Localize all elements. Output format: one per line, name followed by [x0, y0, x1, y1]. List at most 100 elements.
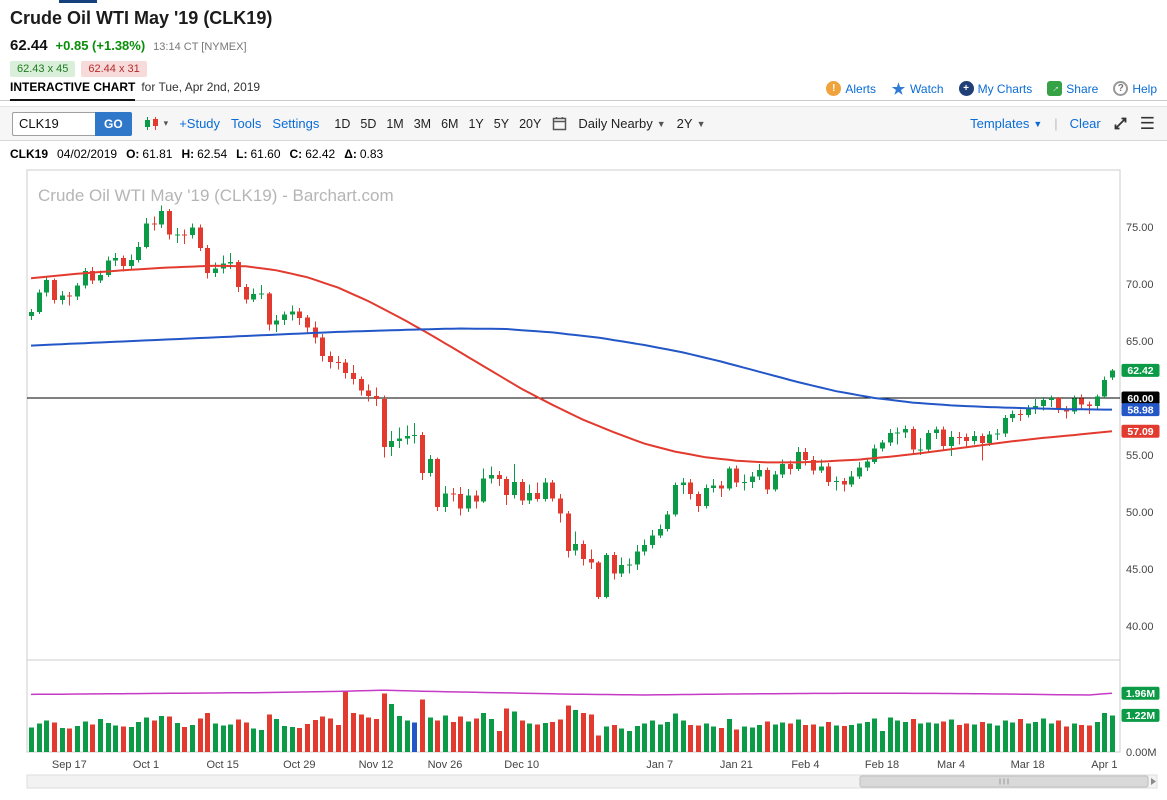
- settings-link[interactable]: Settings: [272, 116, 320, 131]
- svg-text:Jan 7: Jan 7: [646, 759, 673, 771]
- x-axis-labels: Sep 17 Oct 1 Oct 15 Oct 29 Nov 12 Nov 26 Dec 1…: [52, 759, 1118, 771]
- volume-badge-1.96M: 1.96M: [1121, 686, 1160, 700]
- range-1m[interactable]: 1M: [386, 116, 404, 131]
- low-value: 61.60: [250, 147, 281, 161]
- share-arrow-icon: →: [1047, 81, 1063, 96]
- range-5d[interactable]: 5D: [360, 116, 377, 131]
- svg-text:Feb 18: Feb 18: [865, 759, 899, 771]
- chevron-down-icon: ▾: [163, 118, 169, 128]
- svg-text:70.00: 70.00: [1126, 279, 1154, 291]
- plot-border: [26, 169, 1121, 753]
- volume-bars: [29, 690, 1115, 752]
- my-charts-label: My Charts: [977, 81, 1033, 96]
- low-label: L:: [236, 147, 248, 161]
- svg-text:Nov 12: Nov 12: [359, 759, 394, 771]
- blue-moving-average-line: [30, 327, 1112, 411]
- close-value: 62.42: [305, 147, 336, 161]
- scrollbar-right-arrow[interactable]: [1151, 778, 1156, 785]
- delta-value: 0.83: [359, 147, 384, 161]
- range-5y[interactable]: 5Y: [493, 116, 510, 131]
- alerts-label: Alerts: [845, 81, 877, 96]
- chart-watermark: Crude Oil WTI May '19 (CLK19) - Barchart…: [38, 186, 394, 205]
- symbol-input[interactable]: [12, 111, 95, 136]
- svg-text:Feb 4: Feb 4: [791, 759, 819, 771]
- frequency-label: Daily Nearby: [578, 116, 653, 131]
- svg-text:Oct 15: Oct 15: [206, 759, 238, 771]
- svg-text:Jan 21: Jan 21: [720, 759, 753, 771]
- range-20y[interactable]: 20Y: [519, 116, 542, 131]
- plus-circle-icon: +: [958, 81, 974, 96]
- bid-quote: 62.43 x 45: [10, 61, 76, 77]
- svg-text:58.98: 58.98: [1127, 404, 1153, 416]
- price-badge-57.09: 57.09: [1121, 424, 1160, 438]
- price-change: +0.85 (+1.38%): [55, 38, 146, 53]
- svg-text:60.00: 60.00: [1127, 393, 1153, 405]
- open-value: 61.81: [142, 147, 173, 161]
- range-6m[interactable]: 6M: [441, 116, 459, 131]
- expand-arrows-icon[interactable]: [1113, 116, 1128, 131]
- bid-ask-row: 62.43 x 45 62.44 x 31: [10, 61, 147, 77]
- chart-type-selector[interactable]: ▾: [143, 116, 169, 131]
- templates-label: Templates: [970, 116, 1030, 131]
- high-value: 62.54: [197, 147, 228, 161]
- help-link[interactable]: ? Help: [1113, 81, 1157, 96]
- svg-text:45.00: 45.00: [1126, 564, 1154, 576]
- chevron-down-icon: ▼: [696, 118, 706, 129]
- volume-average-line: [30, 689, 1113, 696]
- interactive-price-chart[interactable]: Crude Oil WTI May '19 (CLK19) - Barchart…: [8, 168, 1160, 792]
- svg-text:65.00: 65.00: [1126, 336, 1154, 348]
- svg-text:40.00: 40.00: [1126, 621, 1154, 633]
- chart-area: Crude Oil WTI May '19 (CLK19) - Barchart…: [8, 168, 1160, 792]
- svg-text:Oct 1: Oct 1: [133, 759, 159, 771]
- range-1d[interactable]: 1D: [334, 116, 351, 131]
- range-dropdown[interactable]: 2Y ▼: [677, 116, 706, 131]
- go-button[interactable]: GO: [95, 111, 132, 136]
- star-icon: ★: [891, 80, 906, 98]
- ohlc-date: 04/02/2019: [57, 147, 118, 161]
- range-3m[interactable]: 3M: [413, 116, 432, 131]
- frequency-dropdown[interactable]: Daily Nearby ▼: [578, 116, 665, 131]
- templates-dropdown[interactable]: Templates ▼: [970, 116, 1042, 131]
- add-study-link[interactable]: +Study: [179, 116, 221, 131]
- watch-link[interactable]: ★ Watch: [891, 80, 944, 98]
- range-1y[interactable]: 1Y: [468, 116, 484, 131]
- svg-text:1.96M: 1.96M: [1126, 688, 1155, 700]
- last-price: 62.44: [10, 37, 48, 54]
- price-badge-58.98: 58.98: [1121, 403, 1160, 416]
- section-header: INTERACTIVE CHART for Tue, Apr 2nd, 2019…: [0, 78, 1167, 101]
- section-date: for Tue, Apr 2nd, 2019: [141, 80, 261, 94]
- chart-scrollbar[interactable]: [26, 774, 1158, 789]
- svg-text:55.00: 55.00: [1126, 450, 1154, 462]
- question-circle-icon: ?: [1113, 81, 1129, 96]
- price-badge-62.42: 62.42: [1121, 363, 1160, 377]
- my-charts-link[interactable]: + My Charts: [958, 81, 1033, 96]
- svg-text:62.42: 62.42: [1127, 365, 1153, 377]
- svg-text:Sep 17: Sep 17: [52, 759, 87, 771]
- quote-row: 62.44 +0.85 (+1.38%) 13:14 CT [NYMEX]: [10, 37, 247, 54]
- quote-time: 13:14 CT [NYMEX]: [153, 41, 247, 53]
- share-link[interactable]: → Share: [1047, 81, 1098, 96]
- page-title: Crude Oil WTI May '19 (CLK19): [10, 8, 273, 28]
- range-buttons: 1D 5D 1M 3M 6M 1Y 5Y 20Y: [334, 117, 541, 131]
- svg-text:50.00: 50.00: [1126, 507, 1154, 519]
- svg-text:75.00: 75.00: [1126, 222, 1154, 234]
- price-axis-labels: 75.00 70.00 65.00 60.00 55.00 50.00 45.00 40.00: [1126, 222, 1154, 633]
- help-label: Help: [1132, 81, 1157, 96]
- volume-axis-zero-label: 0.00M: [1126, 747, 1157, 759]
- svg-text:Apr 1: Apr 1: [1091, 759, 1117, 771]
- clear-link[interactable]: Clear: [1069, 116, 1101, 131]
- svg-text:Dec 10: Dec 10: [504, 759, 539, 771]
- svg-text:Mar 4: Mar 4: [937, 759, 965, 771]
- delta-label: Δ:: [344, 147, 357, 161]
- calendar-icon[interactable]: [552, 116, 567, 131]
- alerts-link[interactable]: ! Alerts: [826, 81, 876, 96]
- price-badge-60.00: 60.00: [1121, 391, 1160, 405]
- tools-link[interactable]: Tools: [231, 116, 262, 131]
- red-moving-average-line: [30, 264, 1113, 464]
- exclamation-circle-icon: !: [826, 81, 842, 96]
- hamburger-menu-icon[interactable]: ☰: [1139, 114, 1155, 133]
- candlesticks: [29, 205, 1115, 600]
- interactive-chart-tab: INTERACTIVE CHART: [10, 80, 136, 101]
- chevron-down-icon: ▼: [1033, 118, 1043, 129]
